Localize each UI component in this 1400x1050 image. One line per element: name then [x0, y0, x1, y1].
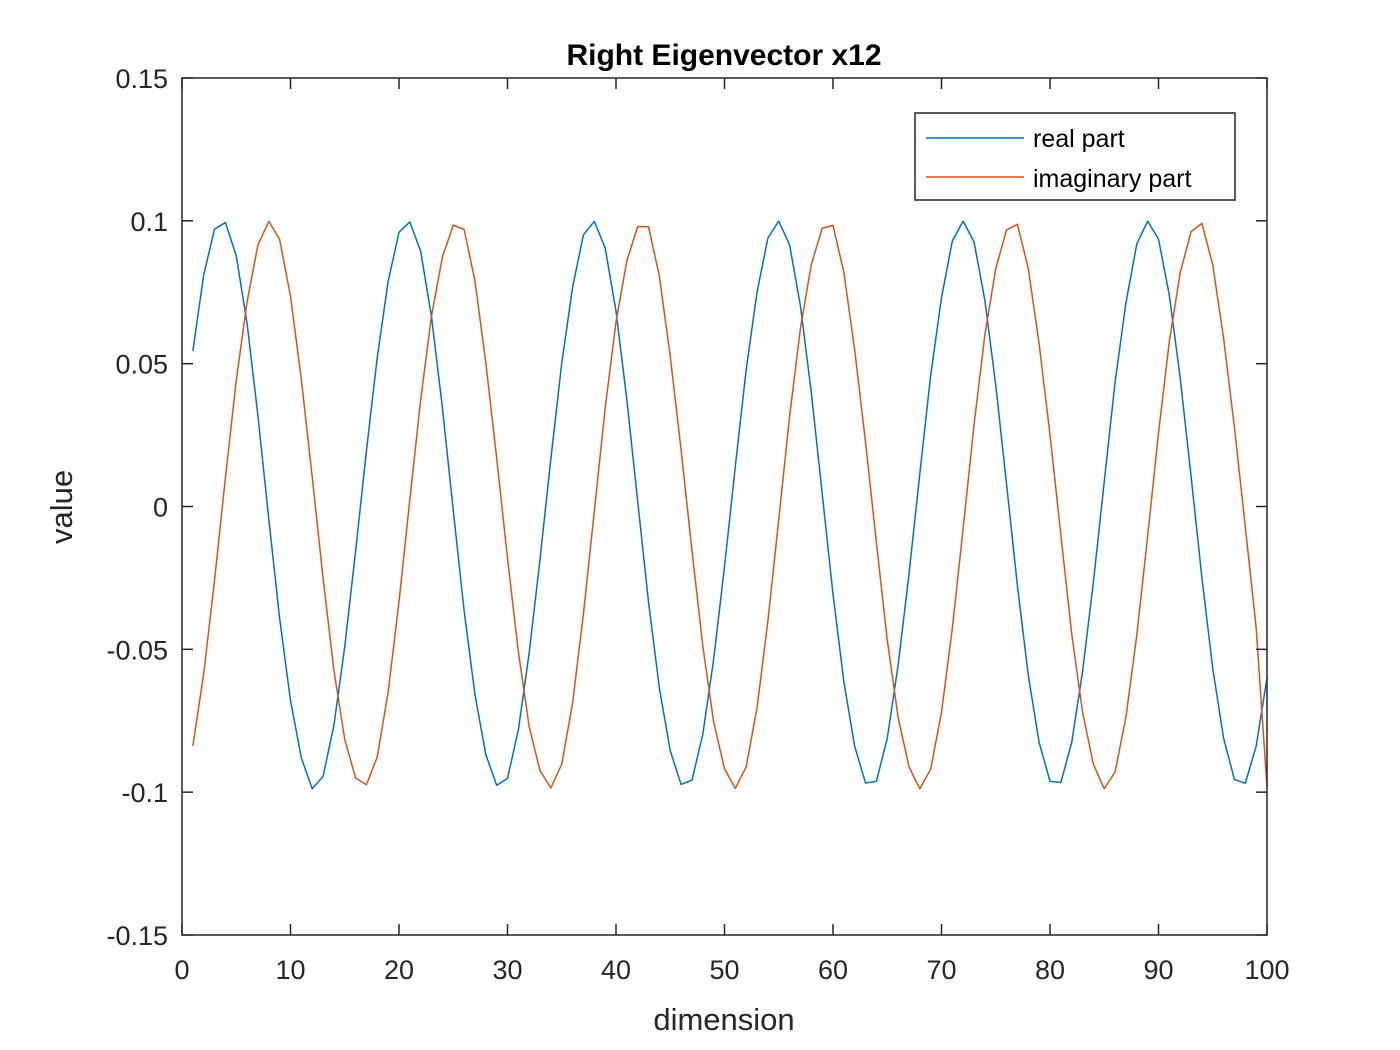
x-tick-label: 40	[601, 955, 631, 985]
x-tick-label: 70	[926, 955, 956, 985]
legend[interactable]: real part imaginary part	[914, 112, 1236, 201]
x-tick-label: 20	[384, 955, 414, 985]
x-tick-label: 80	[1035, 955, 1065, 985]
x-tick-label: 60	[818, 955, 848, 985]
y-tick-label: 0.15	[115, 64, 168, 94]
y-tick-label: 0.1	[130, 207, 168, 237]
x-tick-label: 30	[492, 955, 522, 985]
chart-title: Right Eigenvector x12	[566, 39, 881, 72]
x-tick-label: 50	[709, 955, 739, 985]
plot-background	[182, 78, 1267, 935]
x-tick-label: 0	[174, 955, 189, 985]
y-axis-ticks: -0.15 -0.1 -0.05 0 0.05 0.1 0.15	[106, 64, 1267, 951]
y-tick-label: -0.05	[106, 635, 168, 665]
x-tick-label: 100	[1244, 955, 1289, 985]
legend-box	[914, 112, 1236, 201]
series-line-real-part	[192, 220, 1268, 790]
series-lines	[192, 220, 1268, 790]
legend-label-imaginary-part: imaginary part	[1033, 165, 1191, 193]
y-axis-title: value	[44, 470, 79, 544]
x-axis-ticks: 0 10 20 30 40 50 60 70 80 90 100	[174, 78, 1290, 985]
plot-area	[182, 78, 1267, 935]
series-line-imaginary-part	[192, 220, 1268, 790]
y-tick-label: -0.15	[106, 921, 168, 951]
legend-label-real-part: real part	[1033, 125, 1125, 153]
x-tick-label: 90	[1143, 955, 1173, 985]
x-tick-label: 10	[275, 955, 305, 985]
x-axis-title: dimension	[653, 1002, 794, 1037]
y-tick-label: 0.05	[115, 350, 168, 380]
y-tick-label: 0	[153, 493, 168, 523]
y-tick-label: -0.1	[121, 778, 168, 808]
